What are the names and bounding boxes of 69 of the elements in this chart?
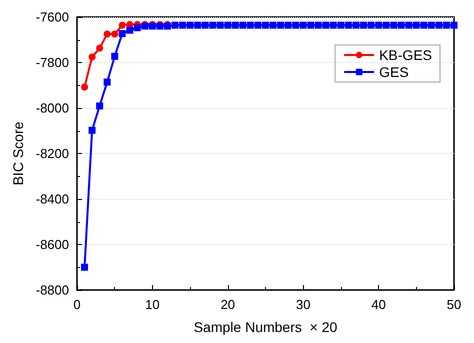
- y-tick-label: -8000: [36, 100, 69, 116]
- x-tick-label: 30: [296, 297, 310, 312]
- point: [81, 84, 88, 91]
- point: [209, 22, 216, 29]
- point: [420, 22, 428, 29]
- y-tick-label: -8400: [36, 192, 69, 206]
- x-axis-title: Sample Numbers × 20: [194, 319, 338, 335]
- point: [96, 44, 104, 52]
- point: [224, 22, 232, 29]
- point: [337, 22, 344, 29]
- point: [118, 30, 126, 38]
- point: [398, 22, 405, 29]
- point: [88, 54, 96, 61]
- point: [284, 22, 292, 29]
- point: [81, 264, 88, 271]
- point: [96, 102, 104, 110]
- point: [270, 22, 277, 29]
- point: [344, 22, 352, 29]
- point: [246, 22, 254, 29]
- y-tick-label: -8800: [36, 282, 69, 298]
- y-axis-title: BIC Score: [10, 121, 26, 186]
- point: [134, 24, 141, 32]
- point: [435, 22, 442, 29]
- point: [330, 22, 337, 29]
- point: [300, 22, 307, 29]
- point: [104, 30, 111, 38]
- point: [442, 22, 450, 29]
- y-tick-label: -8600: [36, 237, 69, 252]
- x-tick-label: 50: [446, 297, 462, 312]
- x-tick-label: 0: [73, 297, 81, 312]
- point: [88, 126, 96, 134]
- point: [405, 22, 412, 29]
- point: [104, 78, 111, 86]
- point: [111, 30, 118, 38]
- point: [368, 22, 375, 29]
- x-tick-label: 20: [220, 297, 236, 312]
- point: [390, 22, 398, 29]
- point: [262, 22, 269, 29]
- y-tick-label: -8200: [36, 146, 69, 161]
- legend-label: KB-GES: [379, 47, 432, 63]
- point: [428, 22, 435, 29]
- point: [216, 22, 224, 29]
- point: [322, 22, 330, 29]
- point: [179, 22, 186, 29]
- point: [232, 22, 239, 29]
- point: [360, 22, 368, 29]
- point: [126, 26, 134, 34]
- point: [239, 22, 246, 29]
- point: [307, 22, 314, 29]
- point: [277, 22, 284, 29]
- point: [254, 22, 262, 29]
- point: [172, 22, 179, 29]
- point: [375, 22, 382, 29]
- point: [292, 22, 300, 29]
- x-tick-label: 40: [371, 297, 386, 312]
- point: [118, 22, 126, 29]
- y-tick-label: -7800: [36, 55, 69, 70]
- point: [111, 52, 118, 60]
- point: [412, 22, 420, 29]
- point: [314, 22, 322, 29]
- point: [186, 22, 194, 29]
- x-tick-label: 10: [145, 297, 160, 312]
- point: [194, 22, 202, 29]
- point: [352, 22, 360, 29]
- y-tick-label: -7600: [36, 10, 69, 24]
- point: [382, 22, 390, 29]
- point: [450, 22, 458, 29]
- legend-label: GES: [379, 64, 409, 80]
- point: [202, 22, 209, 29]
